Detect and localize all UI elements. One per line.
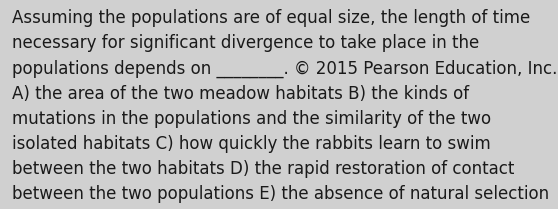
Text: Assuming the populations are of equal size, the length of time
necessary for sig: Assuming the populations are of equal si…: [12, 9, 557, 203]
